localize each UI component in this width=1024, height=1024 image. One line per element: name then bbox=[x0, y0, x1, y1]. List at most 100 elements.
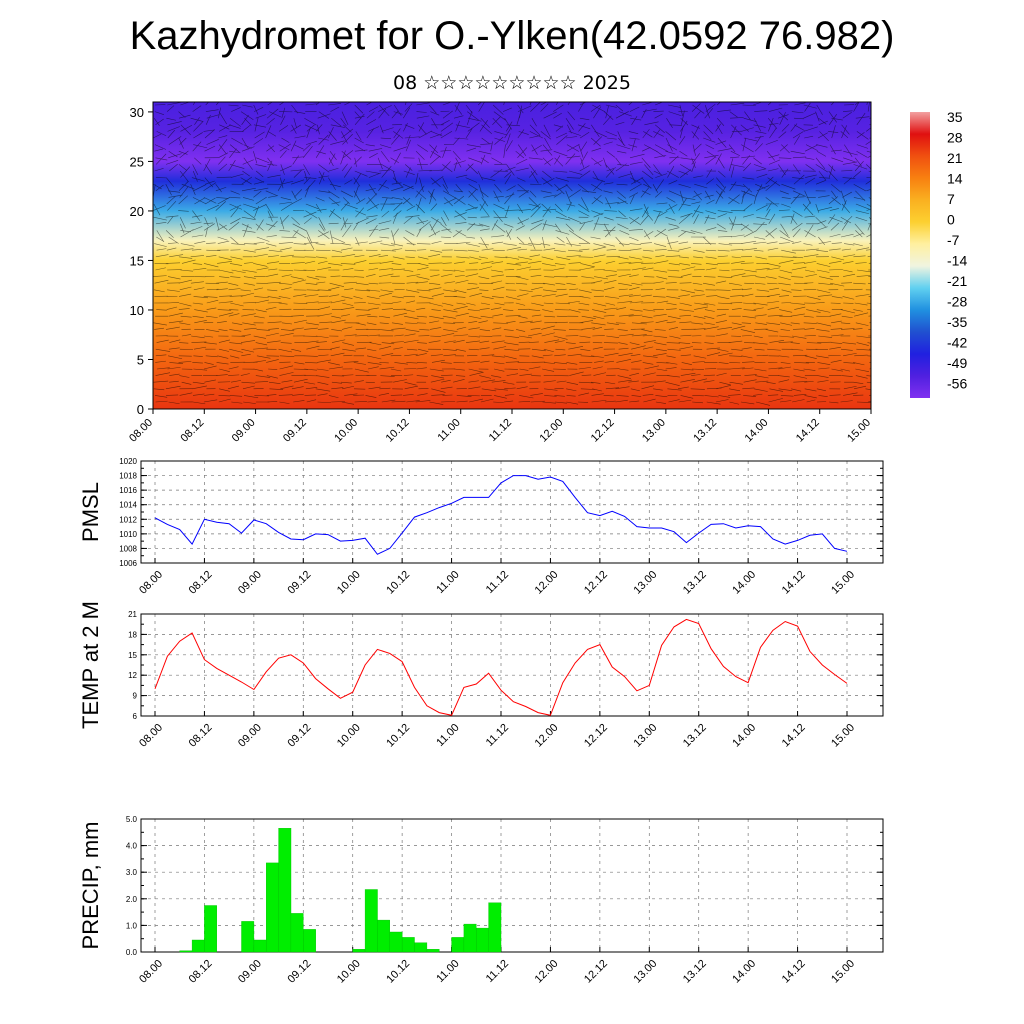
wind-barb bbox=[530, 102, 541, 112]
wind-barb bbox=[604, 210, 617, 212]
wind-barb bbox=[629, 294, 642, 297]
wind-barb bbox=[681, 362, 692, 365]
wind-barb bbox=[629, 400, 640, 403]
wind-barb bbox=[866, 375, 871, 377]
wind-barb bbox=[717, 276, 733, 278]
wind-barb bbox=[243, 249, 256, 253]
wind-barb bbox=[867, 102, 870, 112]
wind-barb bbox=[680, 395, 694, 399]
wind-barb bbox=[265, 306, 277, 310]
wind-barb bbox=[294, 319, 307, 324]
wind-barb bbox=[505, 230, 512, 240]
wind-barb bbox=[343, 166, 352, 178]
wind-barb bbox=[230, 302, 244, 307]
wind-barb bbox=[379, 144, 392, 149]
wind-barb bbox=[242, 170, 250, 177]
wind-barb bbox=[178, 164, 188, 171]
wind-barb bbox=[730, 183, 746, 187]
wind-barb bbox=[169, 373, 180, 376]
wind-barb bbox=[491, 380, 506, 383]
y-tick-label: 3.0 bbox=[126, 868, 138, 877]
wind-barb bbox=[765, 227, 777, 238]
wind-barb bbox=[716, 118, 725, 126]
wind-barb bbox=[843, 273, 856, 277]
wind-barb bbox=[515, 302, 526, 306]
wind-barb bbox=[406, 362, 418, 364]
wind-barb bbox=[491, 274, 504, 277]
wind-barb bbox=[279, 102, 285, 106]
wind-barb bbox=[480, 236, 488, 249]
wind-barb bbox=[781, 168, 789, 178]
wind-barb bbox=[830, 222, 840, 231]
wind-barb bbox=[428, 230, 441, 238]
wind-barb bbox=[780, 322, 793, 326]
wind-barb bbox=[743, 117, 757, 122]
wind-barb bbox=[517, 183, 529, 194]
wind-barb bbox=[804, 102, 811, 112]
wind-barb bbox=[466, 144, 482, 148]
wind-barb bbox=[716, 177, 725, 188]
wind-barb bbox=[218, 152, 229, 159]
wind-barb bbox=[268, 268, 278, 271]
wind-barb bbox=[241, 334, 251, 337]
wind-barb bbox=[442, 110, 453, 119]
wind-barb bbox=[779, 295, 789, 297]
x-tick-label: 14.00 bbox=[743, 417, 771, 445]
wind-barb bbox=[631, 395, 642, 397]
wind-barb bbox=[581, 374, 592, 376]
y-tick-label: 1016 bbox=[119, 486, 137, 495]
wind-barb bbox=[705, 267, 717, 271]
wind-barb bbox=[518, 131, 529, 135]
precip-bar bbox=[463, 923, 477, 953]
wind-barb bbox=[380, 289, 394, 293]
wind-barb bbox=[867, 255, 871, 258]
wind-barb bbox=[803, 126, 818, 132]
wind-barb bbox=[753, 236, 766, 240]
wind-barb bbox=[215, 186, 227, 192]
wind-barb bbox=[715, 190, 724, 199]
wind-barb bbox=[816, 249, 829, 253]
wind-barb bbox=[778, 111, 789, 121]
wind-barb bbox=[804, 215, 816, 218]
wind-barb bbox=[279, 365, 294, 370]
wind-barb bbox=[594, 360, 604, 363]
wind-barb bbox=[455, 184, 463, 193]
wind-barb bbox=[544, 362, 556, 364]
wind-barb bbox=[155, 400, 168, 403]
wind-barb bbox=[542, 293, 556, 297]
wind-barb bbox=[281, 287, 292, 291]
x-tick-label: 13.12 bbox=[691, 417, 719, 445]
wind-barb bbox=[755, 375, 769, 379]
wind-barb bbox=[816, 388, 827, 392]
wind-barb bbox=[353, 260, 367, 264]
wind-barb bbox=[667, 375, 680, 378]
wind-barb bbox=[640, 321, 654, 324]
wind-barb bbox=[680, 273, 692, 277]
y-tick-label: 1014 bbox=[119, 501, 137, 510]
wind-barb bbox=[853, 197, 865, 201]
wind-barb bbox=[242, 159, 254, 165]
wind-barb bbox=[818, 367, 830, 370]
wind-barb bbox=[855, 203, 870, 210]
wind-barb bbox=[504, 127, 512, 139]
wind-barb bbox=[705, 156, 717, 165]
wind-barb bbox=[279, 355, 295, 358]
wind-barb bbox=[403, 122, 408, 132]
wind-barb bbox=[841, 203, 851, 214]
wind-barb bbox=[753, 342, 768, 345]
wind-barb bbox=[756, 289, 770, 292]
wind-barb bbox=[442, 184, 449, 194]
wind-barb bbox=[631, 282, 643, 286]
wind-barb bbox=[266, 108, 279, 119]
wind-barb bbox=[705, 103, 716, 112]
wind-barb bbox=[715, 333, 728, 337]
wind-barb bbox=[643, 230, 650, 240]
wind-barb bbox=[666, 170, 679, 178]
wind-barb bbox=[681, 230, 696, 234]
wind-barb bbox=[179, 375, 190, 378]
wind-barb bbox=[355, 241, 368, 244]
x-tick-label: 09.12 bbox=[281, 417, 309, 445]
wind-barb bbox=[679, 309, 695, 312]
wind-barb bbox=[454, 137, 469, 140]
colorbar-label: 21 bbox=[947, 150, 963, 166]
